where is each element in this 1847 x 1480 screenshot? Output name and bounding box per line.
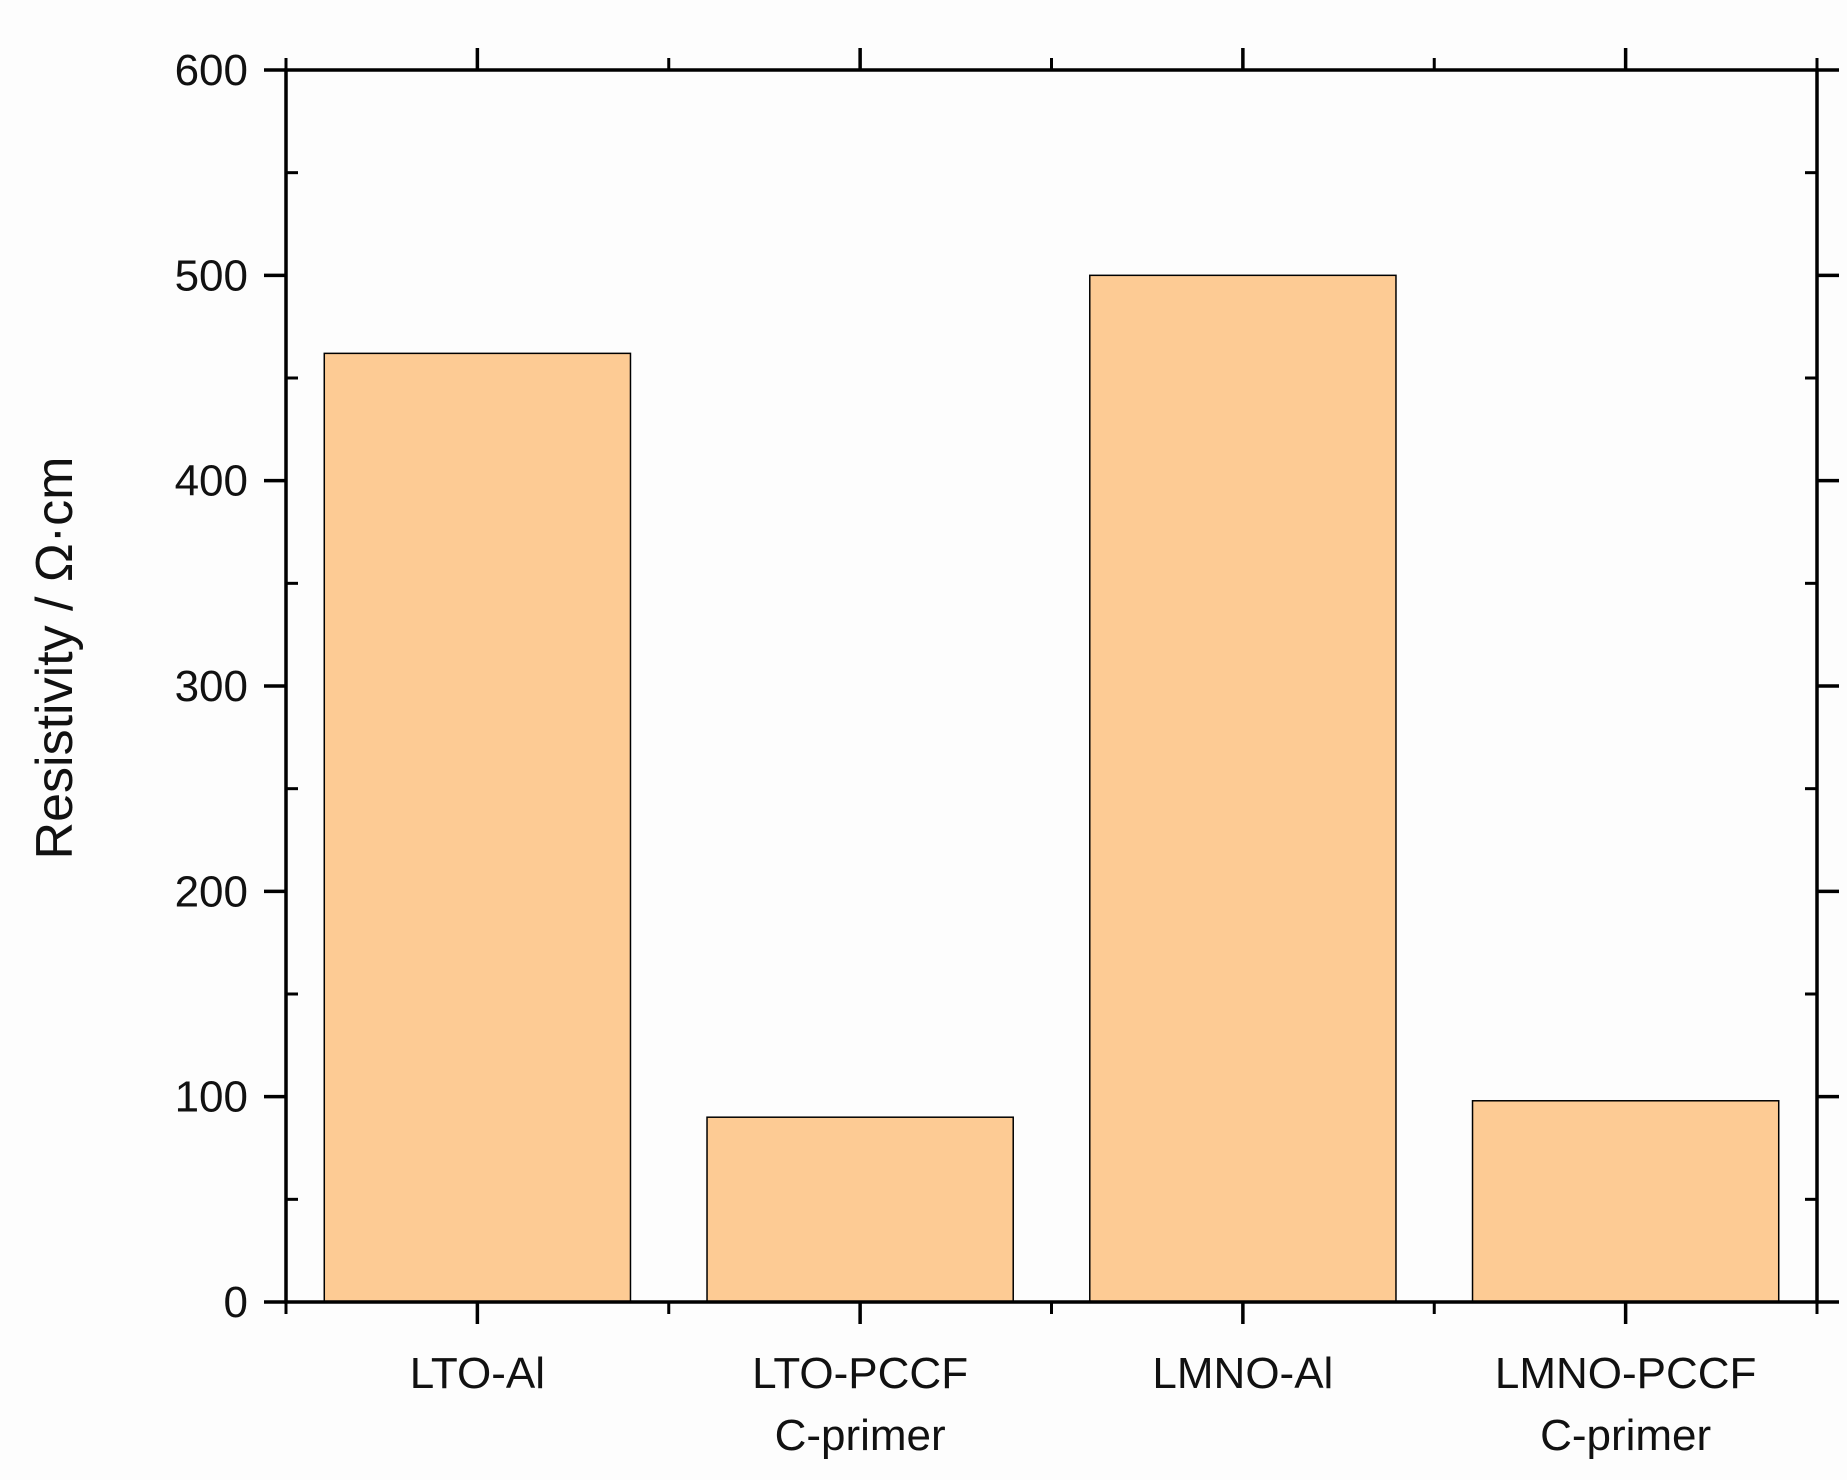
bars-layer — [323, 274, 1780, 1303]
bar-1 — [706, 1116, 1014, 1303]
bar-2 — [1089, 274, 1397, 1303]
ticks-layer — [264, 48, 1839, 1324]
y-tick-label: 400 — [175, 457, 248, 506]
y-tick-label: 100 — [175, 1073, 248, 1122]
x-category-label: LMNO-PCCF — [1495, 1349, 1757, 1398]
x-category-label: C-primer — [775, 1411, 946, 1460]
bar-3 — [1471, 1100, 1780, 1303]
x-category-label: LTO-Al — [410, 1349, 545, 1398]
labels-layer: 0 100 200 300 400 500 600 LTO-Al LTO-PCCF C-prime… — [175, 46, 1757, 1460]
bar-0 — [323, 352, 632, 1303]
y-tick-label: 0 — [224, 1278, 248, 1327]
y-tick-label: 500 — [175, 251, 248, 300]
y-axis-title: Resistivity / Ω·cm — [26, 457, 84, 860]
y-tick-label: 300 — [175, 662, 248, 711]
y-tick-label: 600 — [175, 46, 248, 95]
x-category-label: C-primer — [1540, 1411, 1711, 1460]
x-category-label: LMNO-Al — [1152, 1349, 1333, 1398]
y-tick-label: 200 — [175, 867, 248, 916]
x-category-label: LTO-PCCF — [752, 1349, 968, 1398]
